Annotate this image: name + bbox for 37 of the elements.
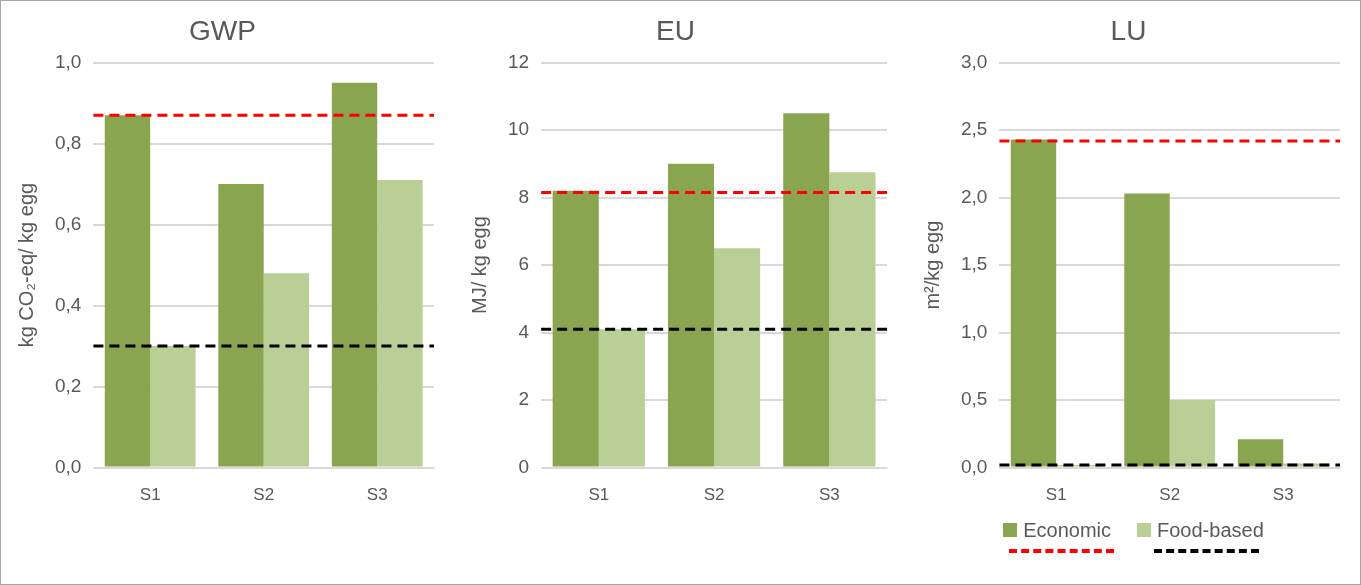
x-tick-label: S1 (139, 485, 161, 505)
legend-label: Food-based (1157, 518, 1264, 542)
y-tick-label: 0,0 (960, 455, 988, 477)
x-tick-label: S1 (588, 485, 610, 505)
x-tick-label: S3 (818, 485, 840, 505)
y-tick-label: 10 (507, 118, 530, 140)
x-tick-label: S3 (1272, 485, 1294, 505)
y-tick-label: 0 (518, 455, 530, 477)
y-tick-label: 0,4 (54, 293, 82, 315)
y-tick-label: 0,2 (54, 374, 82, 396)
chart-title: GWP (189, 14, 256, 46)
y-tick-label: 0,5 (960, 388, 988, 410)
y-tick-label: 1,0 (54, 50, 82, 72)
x-tick-label: S3 (366, 485, 388, 505)
x-tick-label: S1 (1045, 485, 1067, 505)
y-tick-label: 0,0 (54, 455, 82, 477)
y-axis-title: m²/kg egg (920, 220, 943, 310)
chart-title: LU (1110, 14, 1147, 46)
y-tick-label: 0,6 (54, 212, 82, 234)
x-tick-label: S2 (703, 485, 725, 505)
y-tick-label: 1,0 (960, 320, 988, 342)
y-tick-label: 3,0 (960, 50, 988, 72)
y-tick-label: 2,5 (960, 118, 988, 140)
x-tick-label: S2 (1159, 485, 1181, 505)
y-tick-label: 12 (507, 50, 530, 72)
x-tick-label: S2 (253, 485, 275, 505)
y-tick-label: 6 (518, 253, 530, 275)
y-tick-label: 4 (518, 320, 530, 342)
y-axis-title: kg CO₂-eq/ kg egg (14, 182, 37, 348)
y-tick-label: 8 (518, 185, 530, 207)
y-axis-title: MJ/ kg egg (467, 216, 490, 315)
y-tick-label: 0,8 (54, 131, 82, 153)
y-tick-label: 2,0 (960, 185, 988, 207)
y-tick-label: 2 (518, 388, 530, 410)
legend-label: Economic (1023, 518, 1112, 542)
y-tick-label: 1,5 (960, 253, 988, 275)
chart-title: EU (656, 14, 695, 46)
